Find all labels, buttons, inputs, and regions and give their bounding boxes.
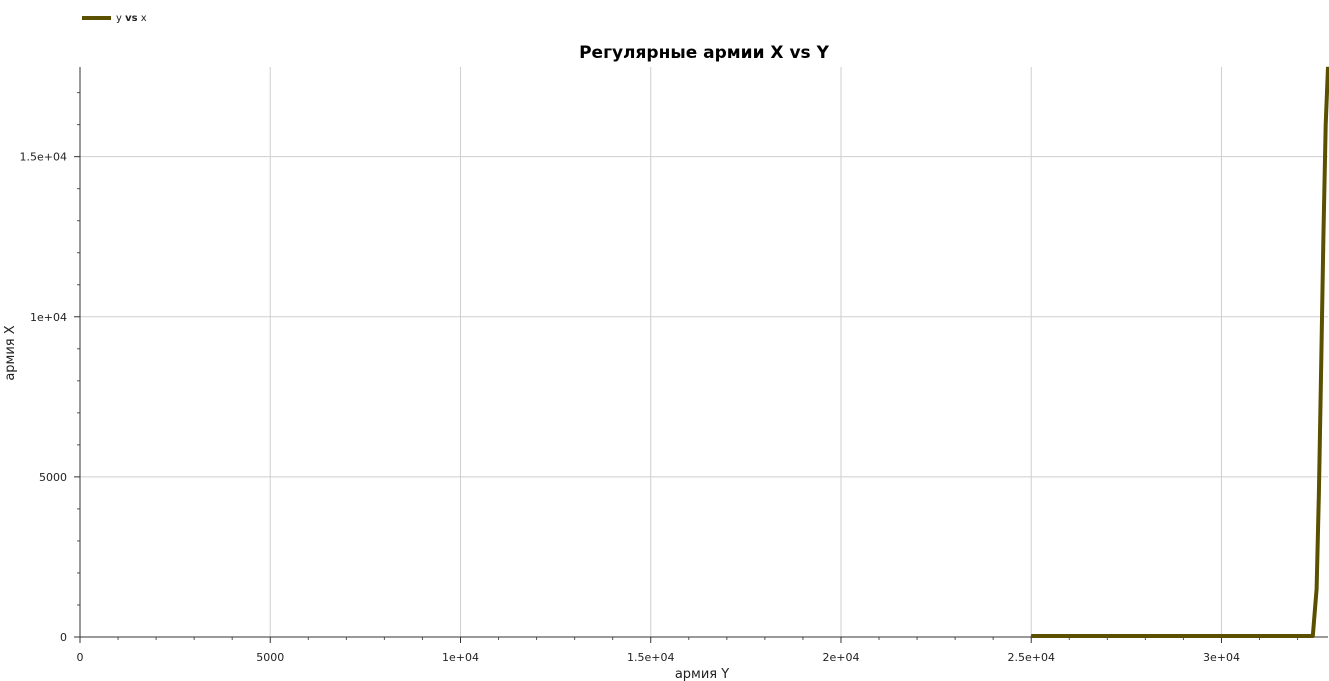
x-tick-label: 5000 xyxy=(256,651,284,664)
series-point xyxy=(1030,635,1032,637)
legend[interactable]: y vs x xyxy=(82,13,147,24)
legend-label-vs: vs xyxy=(125,13,138,24)
x-tick-label: 0 xyxy=(77,651,84,664)
y-tick-label: 1e+04 xyxy=(30,311,67,324)
x-tick-label: 3e+04 xyxy=(1203,651,1240,664)
x-tick-label: 2.5e+04 xyxy=(1007,651,1054,664)
x-tick-label: 2e+04 xyxy=(822,651,859,664)
y-axis-label: армия X xyxy=(3,325,18,380)
series-point xyxy=(1312,635,1314,637)
chart-title: Регулярные армии X vs Y xyxy=(579,43,829,63)
series-point xyxy=(1320,364,1322,366)
y-tick-label: 1.5e+04 xyxy=(20,151,67,164)
x-axis-label: армия Y xyxy=(675,667,729,681)
legend-label: y vs x xyxy=(116,13,147,24)
axes xyxy=(74,67,1328,643)
series-point xyxy=(1327,66,1329,68)
plot-area[interactable] xyxy=(1030,66,1329,638)
y-tick-label: 5000 xyxy=(39,471,67,484)
y-tick-label: 0 xyxy=(60,631,67,644)
series-point xyxy=(1316,588,1318,590)
series-point xyxy=(1325,124,1327,126)
legend-label-prefix: y xyxy=(116,13,122,24)
legend-label-suffix: x xyxy=(141,13,147,24)
series-point xyxy=(1182,635,1184,637)
series-point xyxy=(1259,635,1261,637)
series-point xyxy=(1322,236,1324,238)
x-tick-label: 1e+04 xyxy=(442,651,479,664)
tick-labels: 0 5000 1e+04 1.5e+04 2e+04 2.5e+04 3e+04 0 5000 1… xyxy=(20,151,1240,664)
x-tick-label: 1.5e+04 xyxy=(627,651,674,664)
series-line[interactable] xyxy=(1031,66,1329,638)
grid xyxy=(80,67,1328,637)
series-point xyxy=(1106,635,1108,637)
series-point xyxy=(1318,492,1320,494)
